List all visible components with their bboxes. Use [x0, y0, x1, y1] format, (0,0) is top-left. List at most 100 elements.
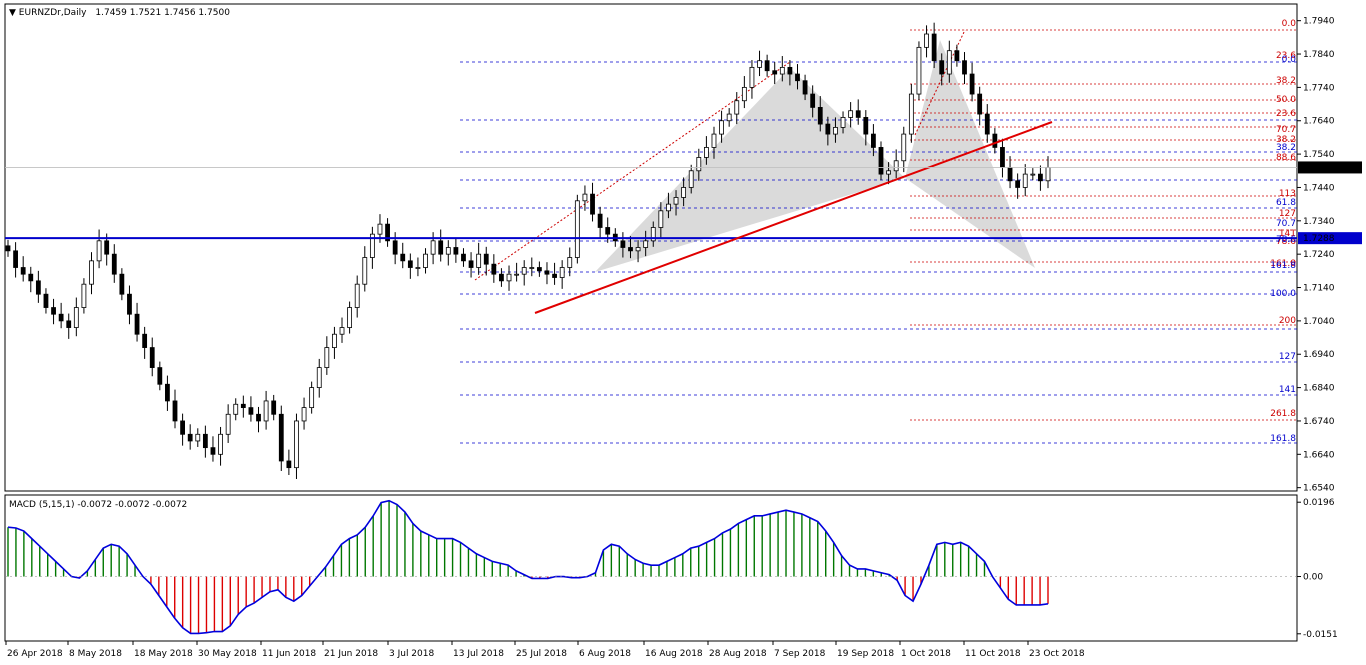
candle — [58, 302, 64, 329]
date-tick-label: 11 Oct 2018 — [965, 649, 1021, 659]
candle — [802, 74, 808, 101]
fib-blue-label: 78.6 — [1276, 235, 1296, 245]
candle — [81, 278, 87, 314]
macd-histogram — [7, 499, 1049, 635]
candle — [362, 246, 368, 292]
candle — [666, 192, 671, 219]
candle — [696, 148, 702, 181]
candle — [35, 270, 41, 303]
date-tick-label: 16 Aug 2018 — [645, 649, 703, 659]
candle — [134, 302, 140, 342]
candle — [673, 190, 679, 216]
candle — [795, 64, 800, 90]
candle — [620, 232, 626, 258]
fib-blue-label: 70.7 — [1276, 219, 1296, 229]
candle — [954, 44, 960, 67]
candle — [855, 99, 861, 125]
candle — [871, 124, 876, 157]
candle — [385, 218, 390, 247]
candle — [51, 298, 56, 325]
candle — [931, 22, 937, 69]
fib-blue-label: 38.2 — [1276, 143, 1296, 153]
fib-blue-label: 100.0 — [1270, 289, 1296, 299]
candle — [939, 53, 945, 86]
candle — [309, 381, 315, 414]
candle — [248, 396, 254, 422]
candle — [946, 40, 952, 83]
fib-blue-label: 0.0 — [1282, 55, 1297, 65]
candle — [271, 394, 277, 421]
candle — [66, 313, 72, 339]
candle — [111, 244, 117, 283]
candle — [400, 242, 406, 269]
candle — [263, 390, 269, 430]
candle — [779, 56, 785, 82]
candle — [96, 229, 102, 269]
candle — [73, 297, 79, 337]
macd-signal-line — [7, 499, 1049, 635]
candle — [415, 257, 421, 277]
candle — [711, 126, 717, 159]
candle — [848, 102, 854, 128]
candle — [703, 136, 709, 165]
candle — [354, 275, 360, 318]
candle — [1045, 156, 1051, 189]
candle — [89, 252, 94, 295]
candle — [544, 262, 550, 285]
candle — [430, 232, 436, 265]
fib-red-label: 127 — [1279, 209, 1296, 219]
candle — [529, 257, 535, 277]
candle — [1000, 138, 1005, 178]
price-tick-label: 1.6940 — [1303, 350, 1335, 360]
candle — [476, 242, 482, 275]
symbol-label: EURNZDr,Daily — [19, 8, 87, 18]
candle — [347, 301, 353, 334]
dropdown-icon[interactable]: ▼ — [9, 8, 19, 18]
date-tick-label: 25 Jul 2018 — [516, 649, 567, 659]
candle — [757, 50, 762, 77]
candle — [1030, 168, 1036, 181]
candle — [650, 221, 656, 247]
level-price-text: 1.7288 — [1303, 234, 1335, 244]
candle — [590, 182, 595, 222]
fib-blue-label: 161.8 — [1270, 261, 1296, 271]
candle — [635, 240, 641, 263]
candle — [483, 246, 489, 276]
fib-red-label: 88.6 — [1276, 153, 1296, 163]
candle — [13, 242, 18, 278]
candle — [5, 239, 11, 257]
candle — [461, 248, 466, 267]
trendline — [534, 121, 1053, 314]
price-tick-label: 1.6540 — [1303, 484, 1335, 494]
candle — [1038, 165, 1043, 191]
current-price-text: 1.7500 — [1303, 163, 1335, 173]
candle — [301, 397, 307, 430]
candle — [552, 262, 557, 285]
date-tick-label: 6 Aug 2018 — [579, 649, 631, 659]
candle — [119, 268, 125, 301]
pattern-triangle-2 — [905, 40, 1035, 268]
candle — [764, 54, 770, 77]
fib-red-label: 38.2 — [1276, 76, 1296, 86]
candle — [521, 260, 527, 286]
candle — [840, 111, 846, 134]
candle — [43, 288, 49, 314]
fib-red-label: 113 — [1279, 189, 1296, 199]
candle — [142, 326, 148, 359]
fib-red-label: 200 — [1279, 316, 1296, 326]
candle — [514, 262, 520, 282]
fib-red-label: 141 — [1279, 229, 1296, 239]
price-tick-label: 1.7140 — [1303, 284, 1335, 294]
candle — [180, 413, 185, 446]
candle — [218, 426, 223, 466]
candle — [407, 253, 413, 279]
candle — [908, 84, 914, 143]
current-price-badge — [1298, 161, 1362, 174]
fib-blue-label: 61.8 — [1276, 198, 1296, 208]
candle — [332, 326, 337, 359]
candle — [339, 317, 345, 343]
fib-red-label: 70.7 — [1276, 125, 1296, 135]
candle — [1022, 164, 1028, 197]
date-tick-label: 21 Jun 2018 — [324, 649, 378, 659]
candle — [878, 141, 884, 181]
